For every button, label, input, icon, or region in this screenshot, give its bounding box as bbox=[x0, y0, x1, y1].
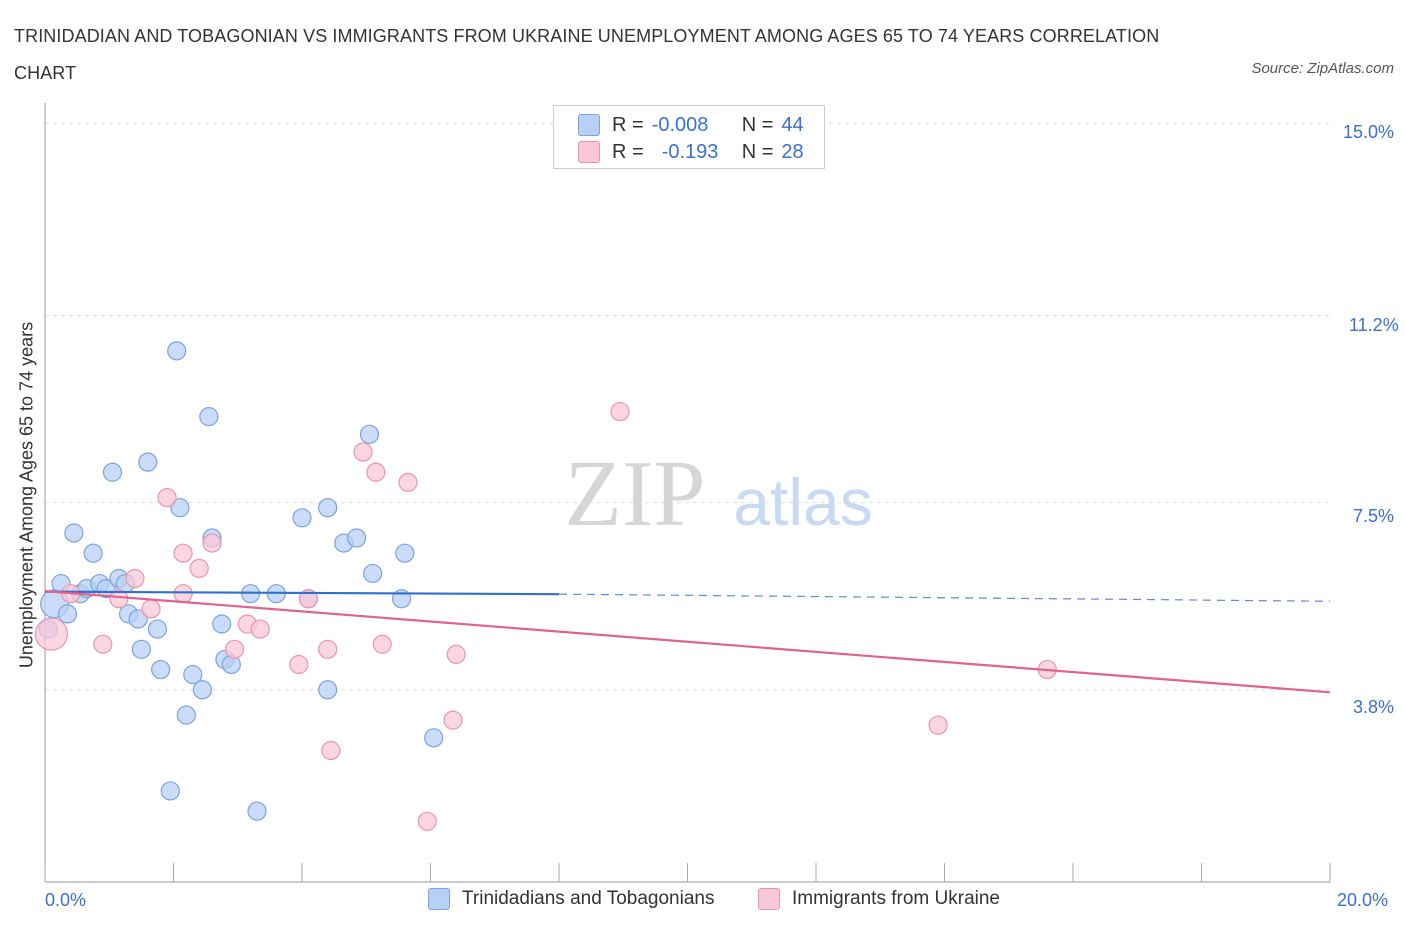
legend-n-label: N = bbox=[741, 113, 774, 136]
point-ukraine bbox=[173, 543, 193, 563]
point-trinidadian bbox=[363, 563, 383, 584]
y-tick-label-15: 15.0% bbox=[1343, 122, 1395, 142]
point-trinidadian bbox=[424, 728, 444, 748]
point-ukraine bbox=[298, 589, 319, 609]
point-trinidadian bbox=[183, 665, 203, 685]
point-ukraine bbox=[443, 710, 463, 730]
grid-lines bbox=[45, 122, 1330, 691]
point-trinidadian bbox=[151, 659, 171, 680]
y-tick-label-11: 11.2% bbox=[1349, 315, 1399, 335]
x-tick-label-min: 0.0% bbox=[45, 890, 87, 910]
point-trinidadian bbox=[128, 609, 148, 629]
legend-row-blue: R = -0.008 N = 44 bbox=[578, 112, 804, 138]
point-ukraine bbox=[224, 639, 245, 659]
legend-r-label: R = bbox=[612, 140, 644, 163]
point-ukraine bbox=[353, 442, 373, 462]
point-trinidadian bbox=[318, 680, 338, 700]
data-points bbox=[34, 341, 1057, 831]
watermark-zip: ZIP bbox=[565, 442, 706, 546]
point-trinidadian bbox=[102, 462, 123, 482]
point-ukraine bbox=[372, 634, 392, 654]
point-ukraine bbox=[318, 639, 338, 659]
legend-r-value: -0.193 bbox=[661, 140, 719, 163]
point-trinidadian bbox=[83, 543, 103, 563]
point-trinidadian bbox=[359, 424, 380, 444]
point-trinidadian bbox=[57, 604, 78, 624]
point-trinidadian bbox=[176, 705, 196, 725]
point-ukraine bbox=[366, 462, 386, 482]
legend-swatch-pink bbox=[578, 141, 600, 163]
legend-swatch-blue bbox=[428, 888, 450, 910]
trend-line-ukraine bbox=[44, 590, 1331, 694]
point-ukraine bbox=[398, 472, 418, 492]
legend-label: Immigrants from Ukraine bbox=[792, 888, 1000, 909]
legend-row-pink: R = -0.193 N = 28 bbox=[578, 139, 804, 165]
point-ukraine bbox=[289, 654, 309, 675]
legend-swatch-pink bbox=[758, 888, 780, 910]
point-ukraine bbox=[93, 634, 113, 654]
legend-label: Trinidadians and Tobagonians bbox=[462, 888, 715, 909]
point-ukraine bbox=[34, 617, 69, 651]
legend-r-label: R = bbox=[612, 113, 644, 136]
point-trinidadian bbox=[192, 680, 213, 700]
point-trinidadian bbox=[160, 781, 180, 801]
legend-item-ukraine: Immigrants from Ukraine bbox=[758, 888, 1000, 910]
point-ukraine bbox=[417, 811, 437, 831]
point-ukraine bbox=[928, 715, 948, 735]
point-trinidadian bbox=[138, 452, 158, 472]
point-trinidadian bbox=[199, 407, 219, 427]
point-trinidadian bbox=[167, 341, 187, 361]
trend-line-trinidadian-extension bbox=[558, 593, 1331, 602]
legend-n-value: 28 bbox=[781, 140, 804, 163]
y-tick-label-7: 7.5% bbox=[1353, 506, 1395, 526]
point-ukraine bbox=[189, 558, 209, 578]
point-ukraine bbox=[610, 401, 630, 422]
y-axis-label: Unemployment Among Ages 65 to 74 years bbox=[16, 321, 37, 669]
point-ukraine bbox=[321, 740, 341, 761]
point-trinidadian bbox=[64, 523, 84, 543]
point-ukraine bbox=[157, 487, 177, 508]
chart-title: TRINIDADIAN AND TOBAGONIAN VS IMMIGRANTS… bbox=[14, 26, 1160, 83]
point-ukraine bbox=[250, 619, 270, 639]
stats-legend: R = -0.008 N = 44 R = -0.193 N = 28 bbox=[553, 105, 825, 169]
point-trinidadian bbox=[247, 801, 267, 821]
legend-n-value: 44 bbox=[781, 113, 804, 136]
trend-line-trinidadian bbox=[44, 590, 560, 596]
point-ukraine bbox=[446, 644, 466, 664]
watermark-atlas: atlas bbox=[733, 465, 872, 539]
point-trinidadian bbox=[170, 498, 190, 518]
legend-r-value: -0.008 bbox=[651, 113, 709, 136]
point-ukraine bbox=[173, 584, 193, 604]
axes bbox=[44, 103, 1331, 883]
point-trinidadian bbox=[347, 528, 367, 548]
legend-n-label: N = bbox=[741, 140, 774, 163]
point-trinidadian bbox=[147, 619, 168, 639]
point-trinidadian bbox=[292, 508, 312, 528]
point-trinidadian bbox=[131, 639, 151, 659]
source-label: Source: ZipAtlas.com bbox=[1251, 60, 1394, 77]
legend-item-trinidadians: Trinidadians and Tobagonians bbox=[428, 888, 714, 910]
point-trinidadian bbox=[212, 614, 232, 634]
y-tick-label-3: 3.8% bbox=[1353, 697, 1395, 717]
point-trinidadian bbox=[395, 543, 415, 563]
point-trinidadian bbox=[96, 579, 116, 599]
watermark: ZIP atlas bbox=[565, 442, 873, 546]
point-ukraine bbox=[141, 599, 161, 619]
point-ukraine bbox=[202, 533, 222, 553]
x-tick-label-max: 20.0% bbox=[1337, 890, 1389, 910]
point-ukraine bbox=[125, 568, 145, 589]
legend-swatch-blue bbox=[578, 114, 600, 136]
point-trinidadian bbox=[318, 498, 338, 518]
trend-lines bbox=[44, 590, 1331, 694]
